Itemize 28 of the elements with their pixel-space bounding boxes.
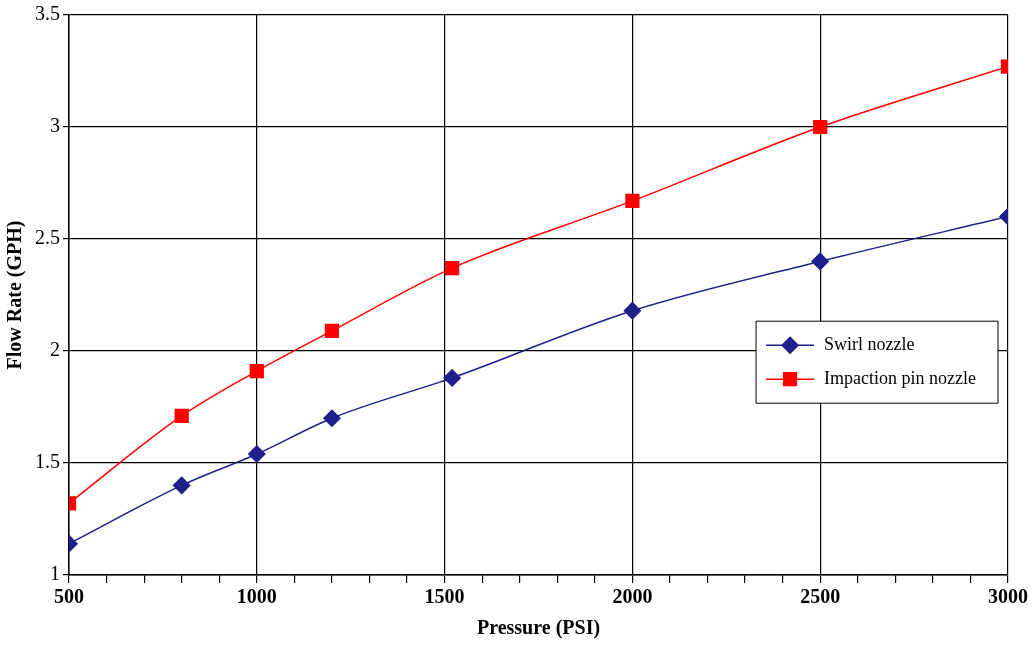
y-tick-label: 1 (50, 562, 60, 585)
x-tick-label: 2000 (612, 585, 653, 608)
legend-label: Impaction pin nozzle (824, 367, 977, 388)
point (174, 408, 189, 424)
point (625, 193, 640, 209)
x-tick-label: 2500 (800, 585, 841, 608)
x-tick-label: 500 (54, 585, 84, 608)
point (248, 445, 266, 463)
point (813, 119, 828, 135)
legend-label: Swirl nozzle (824, 333, 915, 354)
y-tick-label: 3.5 (35, 2, 60, 25)
y-tick-label: 1.5 (35, 450, 60, 473)
y-axis-title: Flow Rate (GPH) (3, 220, 27, 370)
y-tick-label: 2.5 (35, 226, 60, 249)
point (249, 364, 264, 379)
point (323, 409, 341, 427)
x-tick-label: 1000 (236, 585, 277, 608)
y-tick-label: 3 (50, 114, 60, 137)
x-tick-label: 3000 (988, 585, 1028, 608)
y-tick-label: 2 (50, 338, 60, 361)
point (811, 252, 829, 271)
point (443, 369, 461, 387)
point (324, 323, 340, 338)
point (172, 476, 191, 495)
x-axis-title: Pressure (PSI) (476, 616, 601, 640)
point (445, 261, 460, 276)
point (623, 301, 642, 320)
x-tick-label: 1500 (424, 585, 465, 608)
